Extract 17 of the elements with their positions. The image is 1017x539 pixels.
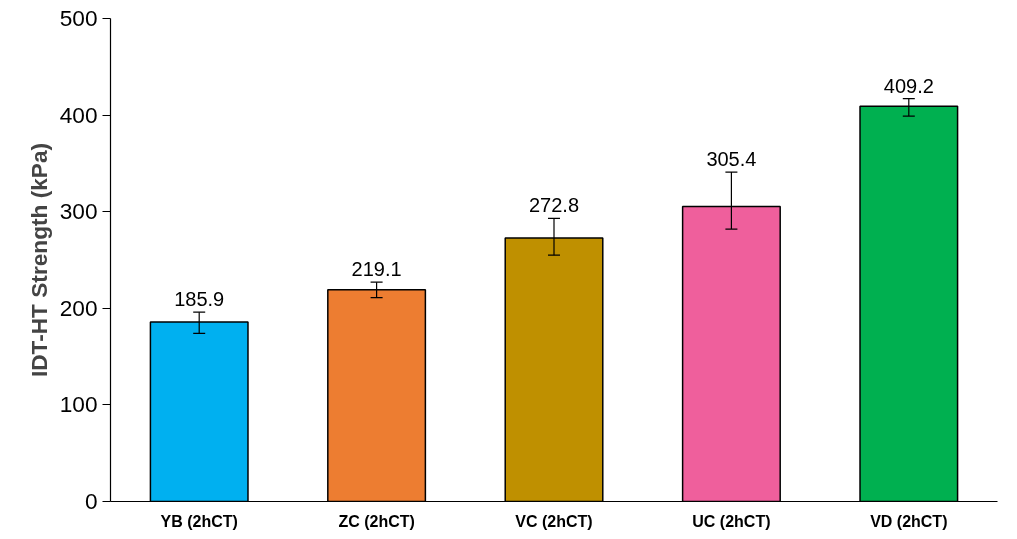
y-tick-label: 0 [84,488,98,514]
data-label: 219.1 [351,258,402,281]
data-label: 409.2 [883,74,934,97]
x-tick-label: YB (2hCT) [160,512,238,530]
x-tick-label: VC (2hCT) [515,512,593,530]
y-tick-label: 300 [59,198,98,225]
y-axis-title: IDT-HT Strength (kPa) [25,142,52,378]
x-tick-label: VD (2hCT) [870,512,948,530]
y-tick-label: 100 [59,391,98,418]
x-tick-label: ZC (2hCT) [338,512,415,530]
data-label: 272.8 [528,194,580,217]
x-tick-label: UC (2hCT) [692,512,771,530]
data-label: 305.4 [706,148,757,171]
y-tick-label: 200 [59,294,98,321]
y-tick-label: 500 [59,5,98,31]
data-label: 185.9 [174,288,225,311]
y-tick-label: 400 [59,101,98,128]
